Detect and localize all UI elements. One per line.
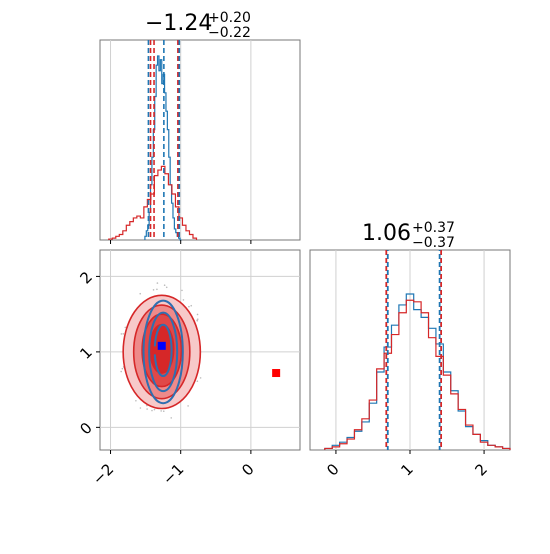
marker-0 [152,346,161,355]
histogram-series-1 [324,299,511,450]
scatter-point [120,333,123,335]
scatter-point [152,289,155,291]
scatter-point [122,333,125,335]
panel-frame [99,39,301,241]
x-marginal-title-sub: −0.22 [208,25,251,41]
marker-1 [157,341,166,350]
y-marginal-panel: 0 1 2 [309,249,511,480]
scatter-point [199,377,202,379]
scatter-point [120,370,122,373]
scatter-point [121,367,124,370]
scatter-point [156,282,159,284]
y-tick-label: 2 [76,268,95,287]
scatter-point [139,292,142,295]
blue-contour-0 [142,299,184,405]
x-marginal-title-sup: +0.20 [208,10,251,26]
scatter-point [181,289,183,292]
x-tick-label: −1 [159,460,187,488]
x-tick-label: 0 [323,460,342,479]
blue-contour-1 [148,311,179,393]
scatter-point [165,286,168,289]
scatter-point [146,408,148,410]
scatter-point [163,284,166,287]
scatter-point [190,304,193,307]
y-tick-label: 1 [76,343,95,362]
histogram-series-1 [108,165,198,240]
marker-2 [272,369,281,378]
scatter-point [188,305,190,308]
scatter-point [196,319,199,322]
y-marginal-title-base: 1.06 [362,221,411,246]
joint-panel: −2 −1 0 0 1 2 [76,249,301,488]
x-tick-label: 0 [238,460,257,479]
scatter-point [156,288,158,291]
scatter-point [135,399,137,402]
y-marginal-title-sub: −0.37 [412,235,455,251]
scatter-point [124,326,127,329]
x-tick-label: 1 [397,460,416,479]
scatter-point [139,407,142,409]
scatter-point [153,408,156,411]
scatter-point [196,380,199,383]
x-tick-label: −2 [89,460,117,488]
scatter-point [182,299,185,301]
y-tick-label: 0 [76,419,95,438]
scatter-point [196,318,199,320]
scatter-point [162,410,165,413]
x-marginal-title-base: −1.24 [145,11,212,36]
scatter-point [160,410,162,412]
scatter-point [170,417,173,419]
x-tick-label: 2 [471,460,490,479]
y-marginal-title-sup: +0.37 [412,220,455,236]
scatter-point [151,409,153,412]
scatter-point [187,405,189,407]
scatter-point [196,313,199,316]
x-marginal-panel [99,39,301,244]
